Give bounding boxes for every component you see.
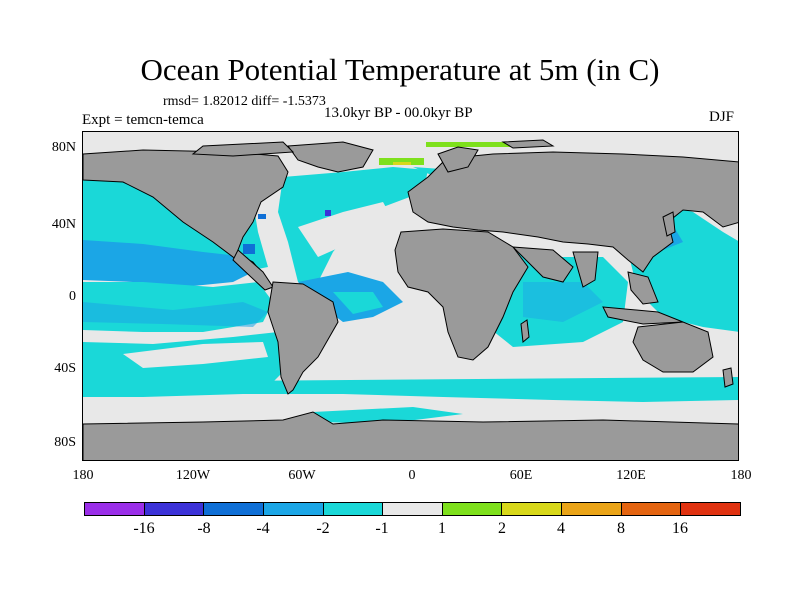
colorbar-label: 1 [438,520,446,537]
lon-label-60e: 60E [509,468,533,483]
warming-spots [379,142,516,165]
lat-label-40n: 40N [51,217,76,232]
colorbar-segment [143,502,205,516]
lat-label-0: 0 [69,289,76,304]
colorbar-segment [441,502,503,516]
colorbar-segment [203,502,264,516]
colorbar [84,502,741,516]
period-text: 13.0kyr BP - 00.0kyr BP [324,105,473,121]
experiment-text: Expt = temcn-temca [82,112,204,128]
season-text: DJF [709,109,735,125]
colorbar-segment [620,502,682,516]
colorbar-label: 16 [672,520,688,537]
lon-label-120w: 120W [175,468,211,483]
colorbar-segment [561,502,622,516]
world-map-plot [83,132,738,460]
lon-label-60w: 60W [288,468,316,483]
colorbar-segment [501,502,563,516]
colorbar-label: -8 [197,520,211,537]
colorbar-segment [84,502,145,516]
colorbar-segment [680,502,741,516]
colorbar-label: -16 [133,520,155,537]
lon-label-180e: 180 [730,468,752,483]
map-title: Ocean Potential Temperature at 5m (in C) [140,52,660,87]
lat-label-80n: 80N [51,140,76,155]
colorbar-label: 8 [617,520,625,537]
stats-text: rmsd= 1.82012 diff= -1.5373 [163,94,326,109]
lon-label-120e: 120E [616,468,646,483]
lat-label-80s: 80S [54,435,76,450]
colorbar-label: 2 [498,520,506,537]
lon-label-180w: 180 [72,468,94,483]
colorbar-segment [382,502,443,516]
colorbar-segment [322,502,384,516]
lon-label-0: 0 [408,468,416,483]
colorbar-label: -1 [375,520,389,537]
colorbar-label: -4 [256,520,270,537]
colorbar-segment [262,502,324,516]
world-map [82,131,739,461]
lat-label-40s: 40S [54,361,76,376]
land-masses [83,139,738,460]
colorbar-label: 4 [557,520,565,537]
colorbar-label: -2 [316,520,330,537]
